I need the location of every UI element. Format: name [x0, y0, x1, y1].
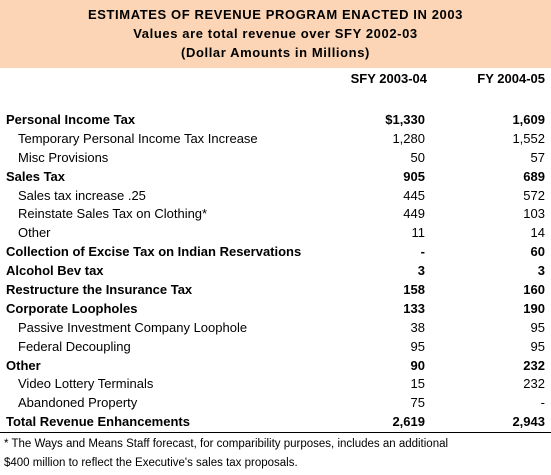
row-value-fy-2004-05: 232 [523, 357, 545, 373]
column-header-sfy-2003-04: SFY 2003-04 [350, 71, 427, 86]
row-value-sfy-2003-04: $1,330 [385, 112, 425, 127]
row-label: Collection of Excise Tax on Indian Reser… [6, 244, 302, 260]
row-label: Alcohol Bev tax [6, 263, 104, 279]
row-value-sfy-2003-04: 15 [410, 376, 425, 392]
row-value-fy-2004-05: 3 [537, 263, 545, 279]
table-row: Alcohol Bev tax 3 3 [0, 262, 551, 281]
row-label: Temporary Personal Income Tax Increase [18, 130, 258, 146]
row-value-sfy-2003-04: - [420, 244, 425, 260]
row-label: Federal Decoupling [18, 338, 131, 354]
row-value-sfy-2003-04: 133 [403, 300, 425, 316]
row-value-sfy-2003-04: 445 [403, 187, 425, 203]
table-title-block: ESTIMATES OF REVENUE PROGRAM ENACTED IN … [0, 0, 551, 68]
row-label: Misc Provisions [18, 149, 109, 165]
row-value-fy-2004-05: 95 [530, 338, 545, 354]
row-label: Video Lottery Terminals [18, 376, 154, 392]
row-value-fy-2004-05: 1,552 [512, 130, 545, 146]
table-row: Collection of Excise Tax on Indian Reser… [0, 243, 551, 262]
table-subtitle: Values are total revenue over SFY 2002-0… [133, 26, 418, 41]
row-value-fy-2004-05: 60 [530, 244, 545, 260]
row-value-fy-2004-05: - [540, 395, 545, 411]
table-row: Other 11 14 [0, 224, 551, 243]
row-value-sfy-2003-04: 95 [410, 338, 425, 354]
table-row: Temporary Personal Income Tax Increase 1,… [0, 130, 551, 149]
row-value-sfy-2003-04: 11 [411, 225, 426, 241]
row-label: Other [6, 357, 41, 373]
table-title: ESTIMATES OF REVENUE PROGRAM ENACTED IN … [87, 7, 464, 22]
row-value-sfy-2003-04: 905 [403, 168, 425, 184]
row-value-fy-2004-05: 103 [523, 206, 545, 222]
row-value-sfy-2003-04: 3 [417, 263, 425, 279]
row-label: Personal Income Tax [6, 112, 136, 127]
row-label: Reinstate Sales Tax on Clothing* [18, 206, 208, 222]
row-label: Corporate Loopholes [6, 300, 138, 316]
footnote-line-1: * The Ways and Means Staff forecast, for… [4, 438, 449, 450]
footnote: * The Ways and Means Staff forecast, for… [4, 435, 549, 473]
row-value-sfy-2003-04: 1,280 [392, 130, 425, 146]
row-label: Other [18, 225, 51, 241]
row-value-fy-2004-05: 1,609 [512, 112, 545, 127]
table-units-note: (Dollar Amounts in Millions) [181, 45, 370, 60]
table-row: Federal Decoupling 95 95 [0, 338, 551, 357]
table-row: Reinstate Sales Tax on Clothing* 449 103 [0, 205, 551, 224]
table-row: Sales tax increase .25 445 572 [0, 187, 551, 206]
row-value-fy-2004-05: 190 [523, 300, 545, 316]
revenue-table: Personal Income Tax $1,330 1,609 Temporary … [0, 111, 551, 434]
column-header-fy-2004-05: FY 2004-05 [477, 71, 545, 86]
row-label: Total Revenue Enhancements [6, 414, 190, 430]
row-value-sfy-2003-04: 75 [410, 395, 425, 411]
table-row: Abandoned Property 75 - [0, 394, 551, 413]
row-value-fy-2004-05: 232 [523, 376, 545, 392]
table-row: Total Revenue Enhancements 2,619 2,943 [0, 413, 551, 434]
table-row: Passive Investment Company Loophole 38 95 [0, 319, 551, 338]
footnote-line-2: $400 million to reflect the Executive's … [4, 457, 298, 469]
row-value-fy-2004-05: 689 [523, 168, 545, 184]
table-row: Personal Income Tax $1,330 1,609 [0, 111, 551, 130]
table-row: Restructure the Insurance Tax 158 160 [0, 281, 551, 300]
row-label: Abandoned Property [18, 395, 138, 411]
row-label: Sales tax increase .25 [18, 187, 146, 203]
row-value-fy-2004-05: 14 [530, 225, 545, 241]
row-value-sfy-2003-04: 2,619 [392, 414, 425, 430]
row-value-sfy-2003-04: 449 [403, 206, 425, 222]
row-value-fy-2004-05: 160 [523, 282, 545, 298]
row-value-sfy-2003-04: 90 [410, 357, 425, 373]
table-row: Sales Tax 905 689 [0, 168, 551, 187]
row-value-fy-2004-05: 2,943 [512, 414, 545, 430]
row-label: Restructure the Insurance Tax [6, 282, 193, 298]
table-row: Other 90 232 [0, 357, 551, 376]
row-value-sfy-2003-04: 158 [403, 282, 425, 298]
row-value-fy-2004-05: 572 [523, 187, 545, 203]
table-row: Corporate Loopholes 133 190 [0, 300, 551, 319]
row-value-sfy-2003-04: 38 [410, 319, 425, 335]
row-value-fy-2004-05: 57 [530, 149, 545, 165]
row-value-sfy-2003-04: 50 [410, 149, 425, 165]
table-row: Misc Provisions 50 57 [0, 149, 551, 168]
row-label: Sales Tax [6, 168, 66, 184]
row-value-fy-2004-05: 95 [530, 319, 545, 335]
table-row: Video Lottery Terminals 15 232 [0, 375, 551, 394]
row-label: Passive Investment Company Loophole [18, 319, 248, 335]
